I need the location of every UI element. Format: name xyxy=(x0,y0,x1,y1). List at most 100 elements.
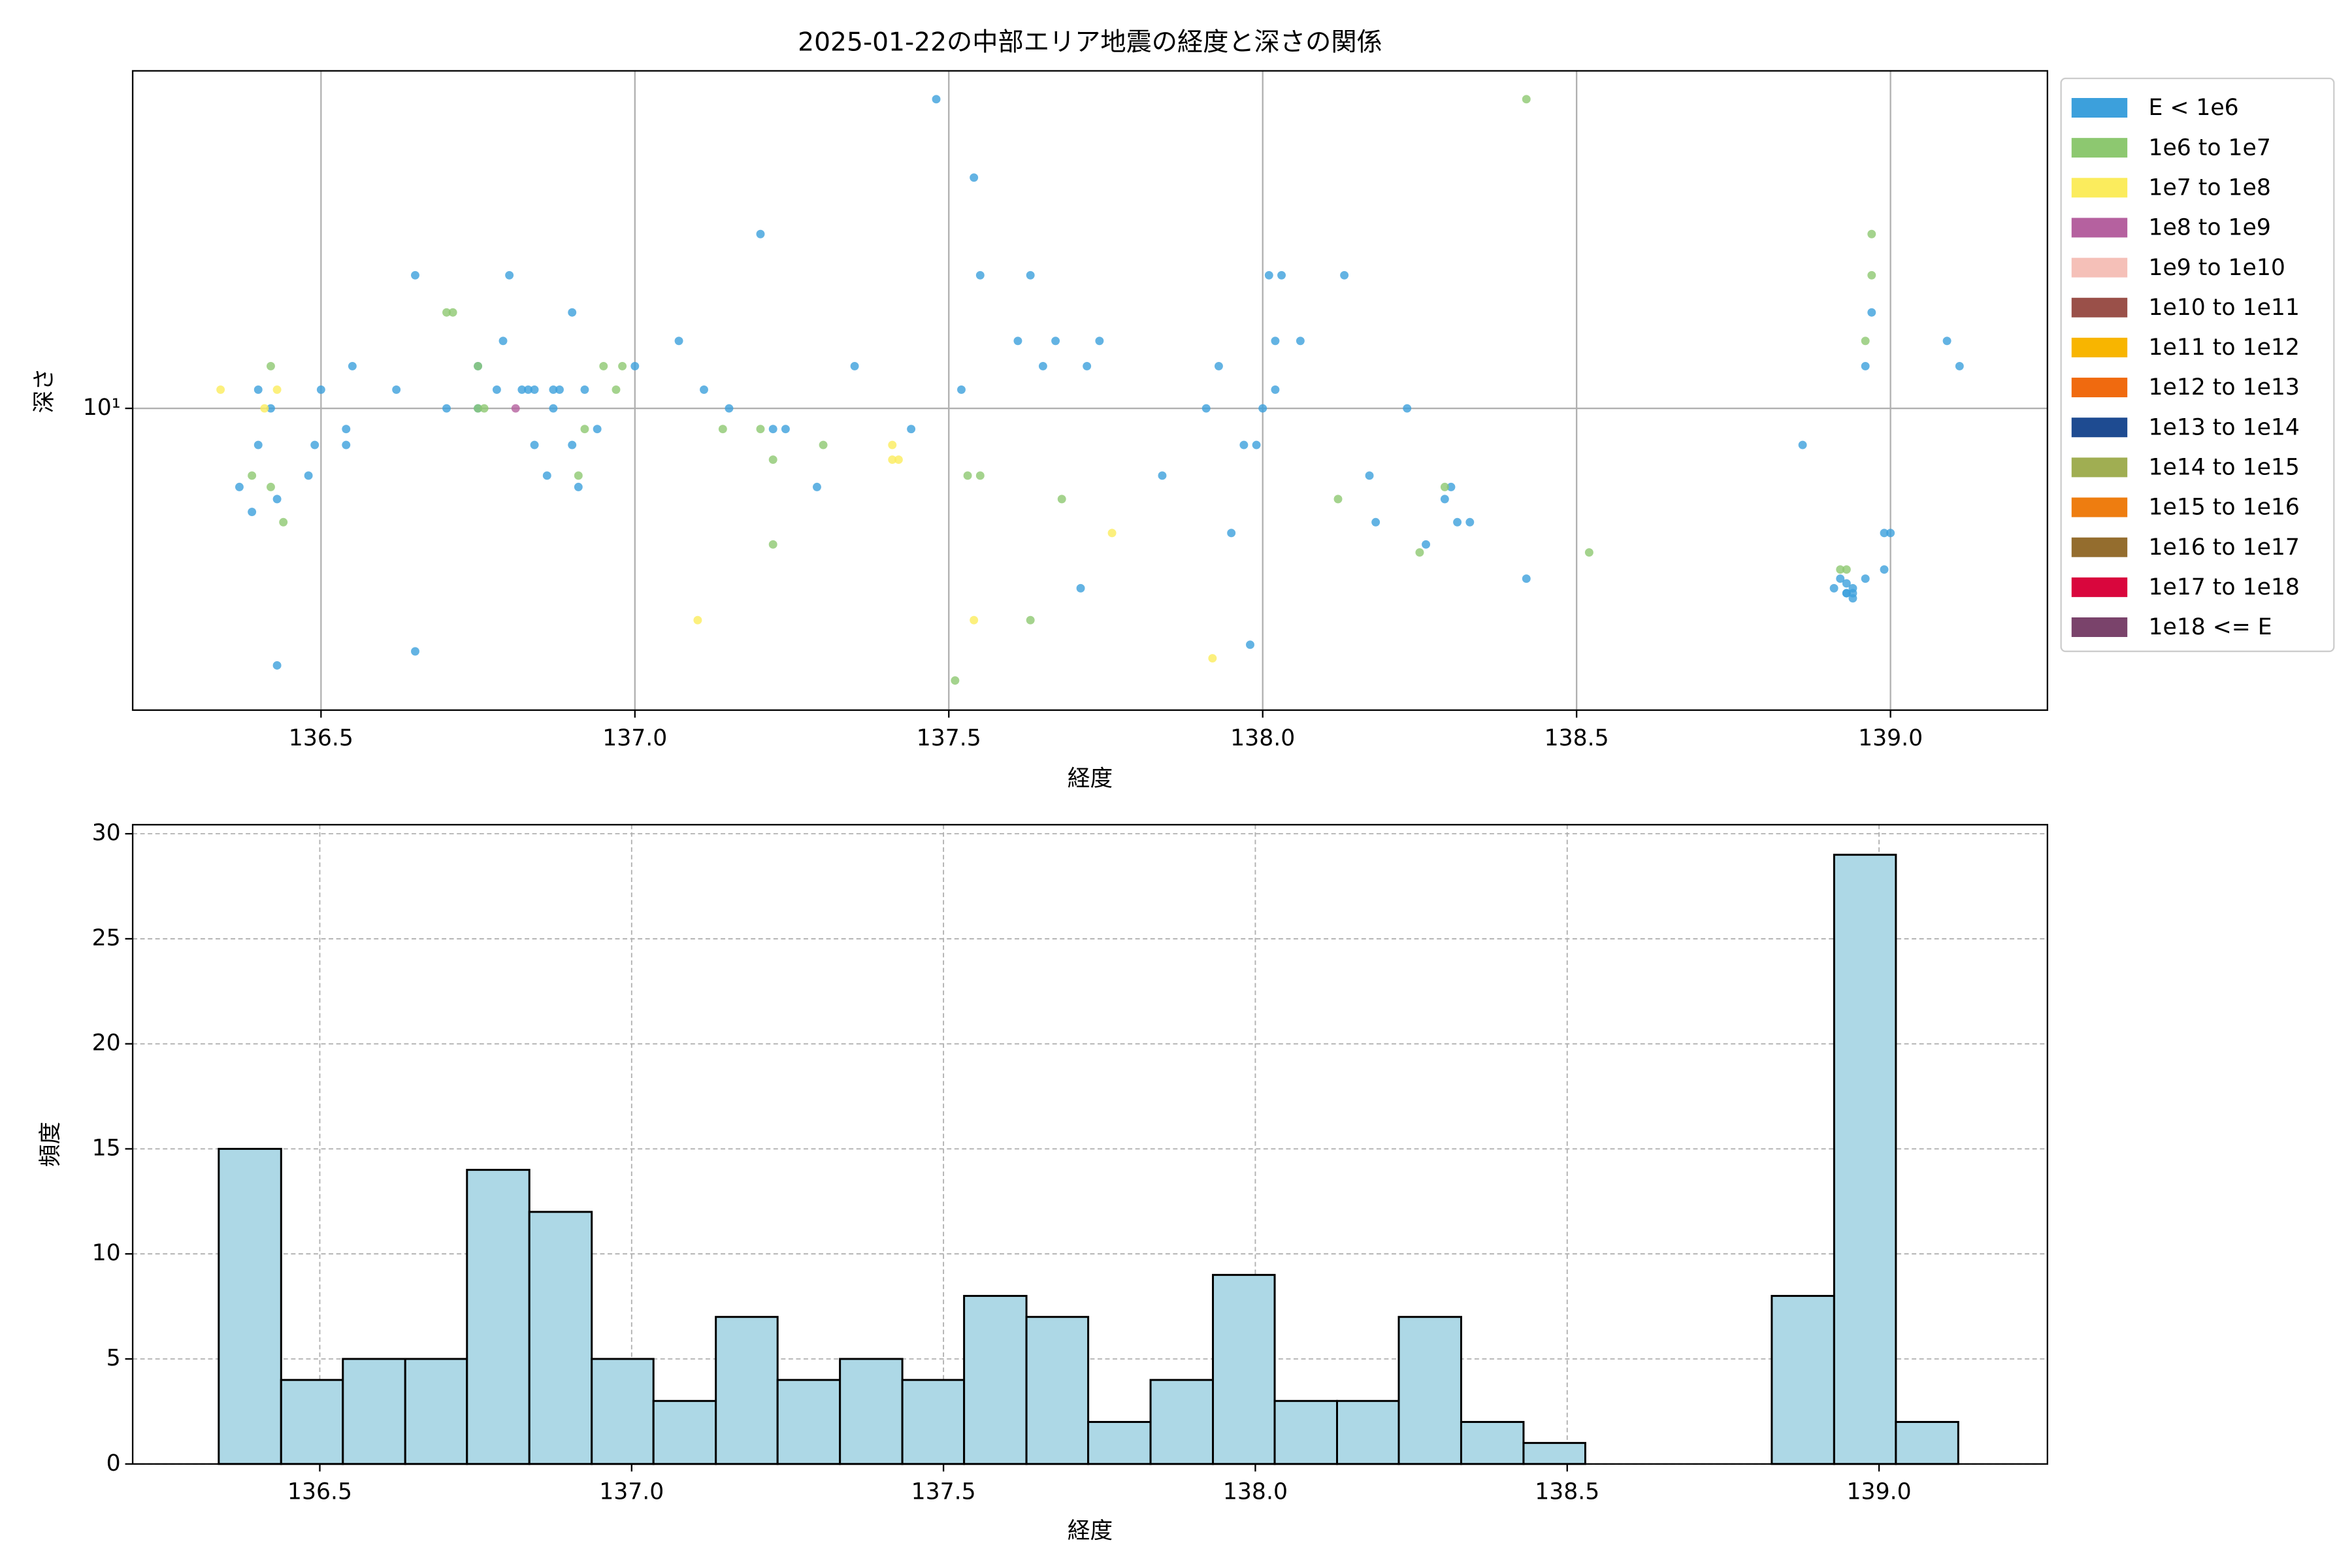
scatter-point xyxy=(768,455,777,465)
scatter-point xyxy=(511,404,520,413)
scatter-point xyxy=(342,440,351,449)
histogram-bar xyxy=(591,1358,655,1465)
scatter-point xyxy=(599,361,608,370)
scatter-point xyxy=(523,385,532,394)
x-tick-label: 137.0 xyxy=(602,725,667,751)
scatter-point xyxy=(498,336,508,346)
scatter-point xyxy=(267,404,275,413)
scatter-point xyxy=(316,385,325,394)
scatter-point xyxy=(1942,336,1952,346)
scatter-point xyxy=(951,676,960,685)
scatter-point xyxy=(1051,336,1060,346)
legend-label: E < 1e6 xyxy=(2148,95,2238,121)
scatter-point xyxy=(517,385,527,394)
legend-label: 1e16 to 1e17 xyxy=(2148,534,2299,561)
scatter-point xyxy=(1365,471,1374,480)
histogram-bar xyxy=(1460,1420,1525,1465)
scatter-point xyxy=(272,495,282,504)
legend-swatch xyxy=(2071,537,2128,557)
scatter-point xyxy=(957,385,966,394)
scatter-point xyxy=(248,508,257,517)
scatter-point xyxy=(1880,565,1889,574)
scatter-point xyxy=(756,229,765,238)
histogram-bar xyxy=(1895,1420,1959,1465)
scatter-point xyxy=(348,361,357,370)
scatter-point xyxy=(235,482,244,491)
scatter-point xyxy=(216,385,225,394)
scatter-point xyxy=(768,540,777,549)
scatter-point xyxy=(555,385,564,394)
scatter-point xyxy=(1271,385,1280,394)
histogram-bar xyxy=(1149,1379,1215,1465)
scatter-point xyxy=(574,482,583,491)
histogram-bar xyxy=(1833,853,1897,1465)
scatter-point xyxy=(1214,361,1223,370)
legend-label: 1e10 to 1e11 xyxy=(2148,295,2299,321)
scatter-point xyxy=(1013,336,1022,346)
scatter-point xyxy=(1861,336,1870,346)
scatter-point xyxy=(1258,404,1267,413)
legend-swatch xyxy=(2071,577,2128,597)
legend-swatch xyxy=(2071,138,2128,158)
scatter-point xyxy=(530,440,539,449)
legend-swatch xyxy=(2071,497,2128,517)
scatter-point xyxy=(1848,589,1857,598)
scatter-point xyxy=(253,440,263,449)
y-tick-label: 30 xyxy=(92,820,121,846)
legend-label: 1e15 to 1e16 xyxy=(2148,495,2299,521)
scatter-point xyxy=(279,517,288,527)
y-tick-label: 10 xyxy=(92,1240,121,1266)
histogram-bar xyxy=(1212,1273,1276,1465)
scatter-point xyxy=(819,440,828,449)
x-axis-label: 経度 xyxy=(1068,766,1113,792)
y-axis-label: 深さ xyxy=(31,368,57,413)
scatter-point xyxy=(888,455,897,465)
scatter-point xyxy=(894,455,903,465)
scatter-point xyxy=(1829,583,1838,593)
histogram-bar xyxy=(1397,1316,1462,1465)
histogram-bar xyxy=(776,1379,841,1465)
scatter-point xyxy=(1465,517,1475,527)
scatter-point xyxy=(593,425,602,434)
histogram-bar xyxy=(1273,1399,1339,1465)
histogram-bar xyxy=(466,1169,531,1465)
scatter-point xyxy=(474,361,483,370)
x-tick-label: 138.0 xyxy=(1230,725,1295,751)
scatter-point xyxy=(725,404,734,413)
x-tick-label: 137.5 xyxy=(911,1479,976,1505)
histogram-bar xyxy=(901,1379,966,1465)
legend-swatch xyxy=(2071,218,2128,238)
scatter-point xyxy=(1026,615,1035,625)
scatter-point xyxy=(1422,540,1431,549)
y-tick-label: 25 xyxy=(92,925,121,951)
scatter-point xyxy=(1333,495,1343,504)
x-tick-label: 137.5 xyxy=(917,725,981,751)
scatter-point xyxy=(1440,482,1449,491)
histogram-bar xyxy=(963,1295,1028,1465)
x-tick-label: 139.0 xyxy=(1847,1479,1912,1505)
scatter-point xyxy=(1271,336,1280,346)
scatter-point xyxy=(260,404,269,413)
x-tick-label: 138.0 xyxy=(1223,1479,1288,1505)
histogram-bar xyxy=(1025,1316,1090,1465)
scatter-point xyxy=(813,482,821,491)
scatter-point xyxy=(1584,548,1593,557)
legend-label: 1e9 to 1e10 xyxy=(2148,255,2285,281)
scatter-point xyxy=(1798,440,1807,449)
histogram-bar xyxy=(652,1399,717,1465)
scatter-point xyxy=(1861,574,1870,583)
legend-label: 1e12 to 1e13 xyxy=(2148,374,2299,400)
scatter-point xyxy=(1453,517,1462,527)
legend-label: 1e6 to 1e7 xyxy=(2148,135,2270,161)
scatter-point xyxy=(618,361,627,370)
legend-swatch xyxy=(2071,257,2128,278)
legend-swatch xyxy=(2071,457,2128,478)
scatter-point xyxy=(932,95,941,104)
scatter-point xyxy=(1264,270,1273,280)
scatter-point xyxy=(1415,548,1424,557)
legend-swatch xyxy=(2071,617,2128,637)
scatter-point xyxy=(1158,471,1167,480)
histogram-bar xyxy=(1087,1420,1152,1465)
